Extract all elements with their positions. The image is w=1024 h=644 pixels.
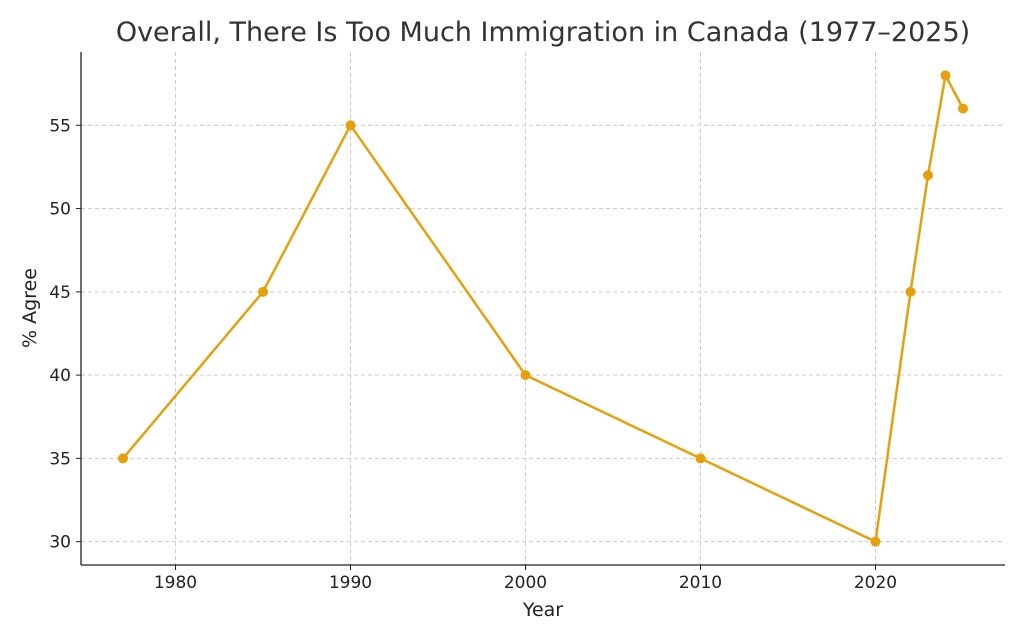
- data-point-1990: [345, 120, 356, 131]
- axes: [80, 52, 1005, 566]
- chart-title: Overall, There Is Too Much Immigration i…: [116, 17, 970, 48]
- y-tick-label: 55: [49, 116, 71, 136]
- x-tick-label: 2000: [504, 573, 547, 593]
- y-tick-label: 40: [49, 366, 71, 386]
- y-axis-label: % Agree: [19, 268, 41, 348]
- data-point-2024: [940, 70, 951, 81]
- grid: [81, 52, 1005, 565]
- x-tick-label: 2010: [679, 573, 722, 593]
- data-point-2000: [520, 370, 531, 381]
- y-tick-label: 45: [49, 283, 71, 303]
- data-point-2023: [923, 170, 933, 181]
- data-point-1977: [118, 453, 128, 464]
- data-point-2022: [905, 286, 916, 297]
- data-point-2025: [958, 103, 968, 114]
- x-tick-label: 2020: [854, 573, 897, 593]
- data-point-1985: [258, 286, 268, 297]
- y-tick-label: 30: [49, 533, 71, 553]
- series: [118, 70, 968, 547]
- series-line: [122, 71, 965, 544]
- y-tick-label: 50: [49, 200, 71, 220]
- x-axis-label: Year: [522, 599, 563, 621]
- ticks: 1980 1990 2000 2010 2020 30 35 40 45 50 55: [49, 116, 897, 593]
- y-tick-label: 35: [49, 449, 71, 469]
- data-point-2010: [695, 453, 706, 464]
- data-point-2020: [870, 536, 881, 547]
- x-tick-label: 1980: [154, 573, 197, 593]
- x-tick-label: 1990: [329, 573, 372, 593]
